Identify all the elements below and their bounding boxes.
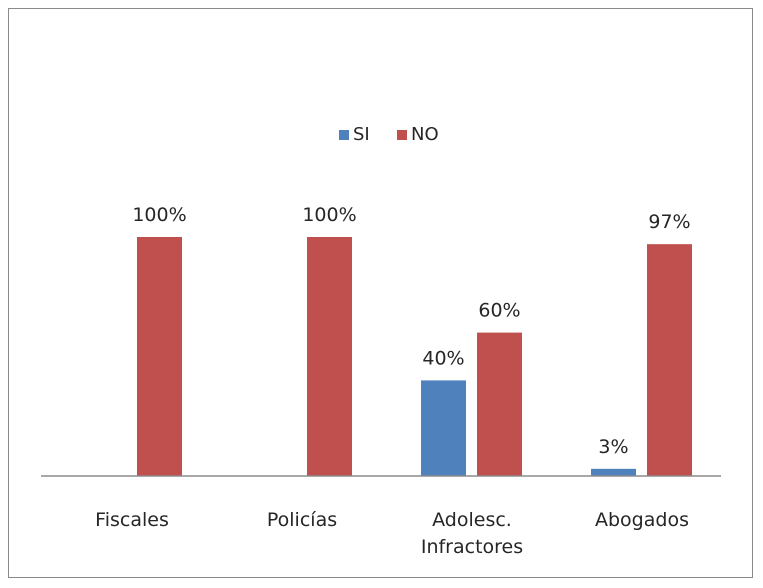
data-label-no-0: 100%: [132, 204, 186, 226]
bar-si-3: [591, 468, 636, 476]
bar-no-0: [137, 237, 182, 476]
legend-label-no: NO: [411, 124, 439, 145]
bar-si-2: [421, 380, 466, 476]
category-label-2: Adolesc. Infractores: [421, 509, 523, 558]
data-label-no-1: 100%: [302, 204, 356, 226]
legend-swatch-si: [339, 130, 349, 140]
category-label-0: Fiscales: [95, 509, 169, 531]
legend: SI NO: [339, 124, 439, 145]
legend-label-si: SI: [353, 124, 370, 145]
value-labels: 100% 100% 40% 60% 3% 97%: [132, 204, 690, 458]
data-label-si-2: 40%: [422, 347, 464, 369]
bar-no-2: [477, 332, 522, 476]
data-label-no-2: 60%: [478, 300, 520, 322]
data-label-no-3: 97%: [648, 211, 690, 233]
bar-no-1: [307, 237, 352, 476]
category-label-3: Abogados: [595, 509, 689, 531]
bar-chart: SI NO 100% 100% 40% 60% 3% 97% Fiscales Policía…: [41, 124, 721, 558]
bar-no-3: [647, 244, 692, 476]
category-labels: Fiscales Policías Adolesc. Infractores Aboga…: [95, 509, 689, 558]
data-label-si-3: 3%: [598, 436, 628, 458]
legend-swatch-no: [397, 130, 407, 140]
category-label-1: Policías: [267, 509, 337, 531]
chart-frame: SI NO 100% 100% 40% 60% 3% 97% Fiscales Policía…: [8, 8, 753, 578]
bars: [137, 237, 692, 476]
